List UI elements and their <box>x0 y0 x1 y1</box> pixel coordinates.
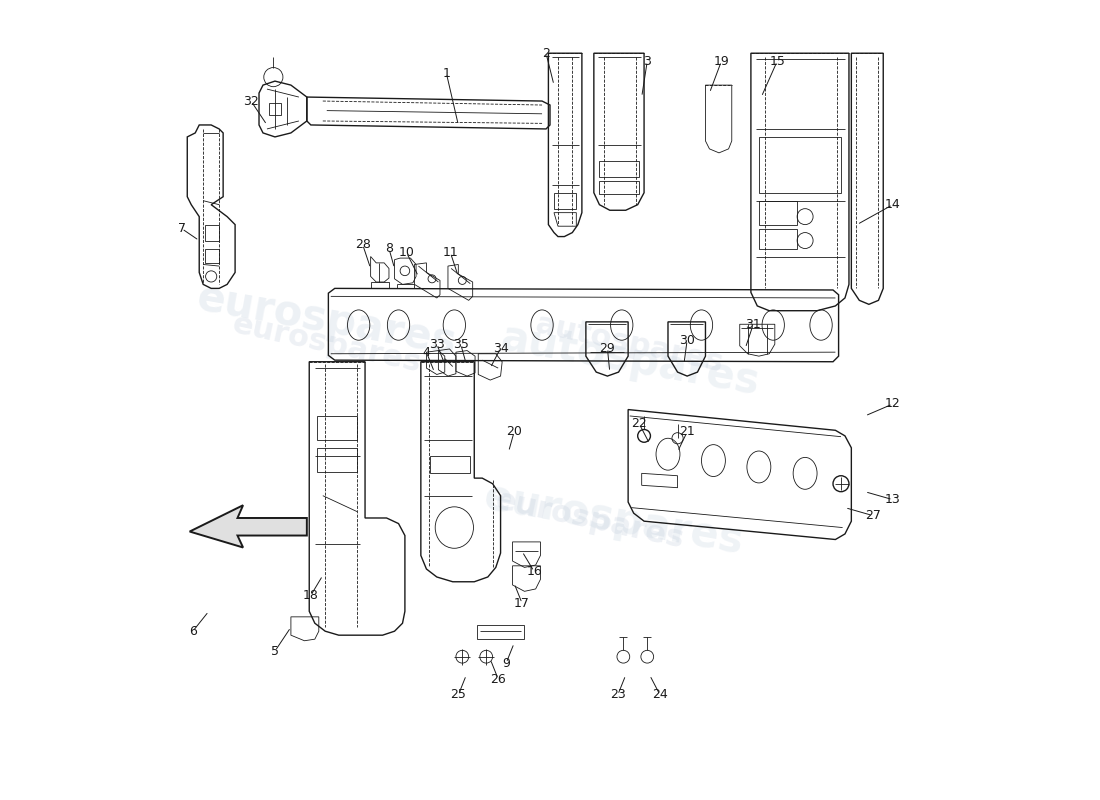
Text: 4: 4 <box>422 346 430 358</box>
Text: 17: 17 <box>514 597 530 610</box>
Text: 7: 7 <box>178 222 186 235</box>
Text: eurospares: eurospares <box>230 310 424 378</box>
Text: 15: 15 <box>769 54 785 68</box>
Text: 29: 29 <box>600 342 615 354</box>
Text: 6: 6 <box>189 625 197 638</box>
Text: 27: 27 <box>865 509 881 522</box>
Text: 23: 23 <box>609 689 626 702</box>
Text: eurospares: eurospares <box>493 486 688 554</box>
Text: eurospares: eurospares <box>481 476 747 563</box>
Text: 32: 32 <box>243 94 258 107</box>
Text: 11: 11 <box>442 246 459 259</box>
Text: eurospares: eurospares <box>194 277 460 364</box>
Text: 34: 34 <box>493 342 508 354</box>
Text: 33: 33 <box>429 338 444 350</box>
Text: 10: 10 <box>398 246 415 259</box>
Text: 18: 18 <box>302 589 319 602</box>
Text: 31: 31 <box>746 318 761 330</box>
Text: 22: 22 <box>631 418 647 430</box>
Text: 19: 19 <box>714 54 729 68</box>
Text: 25: 25 <box>450 689 466 702</box>
Text: 28: 28 <box>354 238 371 251</box>
Text: 8: 8 <box>385 242 393 255</box>
Text: autospares: autospares <box>497 317 762 403</box>
Text: 12: 12 <box>884 398 901 410</box>
Text: 3: 3 <box>644 54 651 68</box>
Text: 21: 21 <box>679 426 695 438</box>
Text: 1: 1 <box>442 66 450 80</box>
Text: 2: 2 <box>542 46 550 60</box>
Text: 24: 24 <box>652 689 668 702</box>
Text: 20: 20 <box>506 426 522 438</box>
Polygon shape <box>189 506 307 547</box>
Text: autospares: autospares <box>532 310 727 378</box>
Text: 5: 5 <box>271 645 279 658</box>
Text: 13: 13 <box>884 493 901 506</box>
Text: 30: 30 <box>679 334 695 346</box>
Text: 9: 9 <box>503 657 510 670</box>
Text: 26: 26 <box>491 673 506 686</box>
Text: 35: 35 <box>453 338 469 350</box>
Text: 16: 16 <box>526 565 542 578</box>
Text: 14: 14 <box>884 198 901 211</box>
